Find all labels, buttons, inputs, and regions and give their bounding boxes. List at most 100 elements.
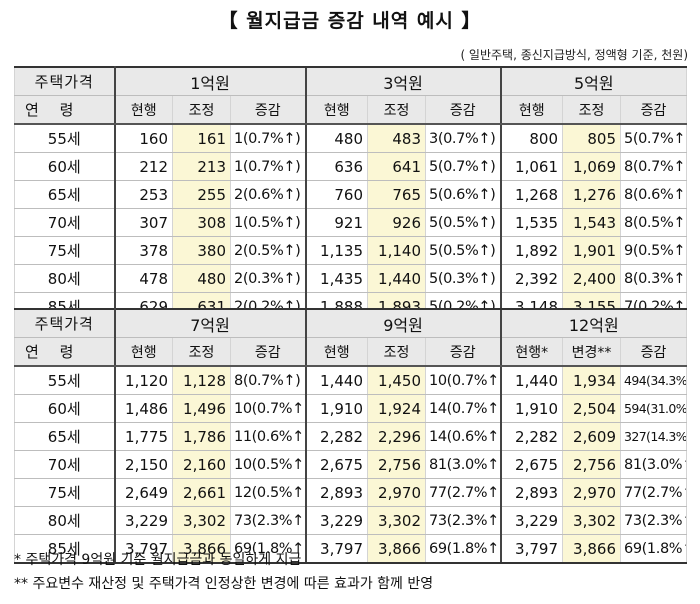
table-row: 70세 2,150 2,160 10(0.5%↑) 2,675 2,756 81(3.0%↑… <box>14 450 688 479</box>
current-value-cell: 2,675 <box>499 450 563 479</box>
current-value-cell: 921 <box>304 208 368 237</box>
current-value-cell: 636 <box>304 152 368 181</box>
change-cell: 10(0.7%↑) <box>230 394 306 423</box>
current-value-cell: 3,229 <box>114 506 173 535</box>
adjusted-value-cell: 3,302 <box>562 506 621 535</box>
change-cell: 81(3.0%↑) <box>619 450 688 479</box>
price-group-header: 3억원 <box>304 66 501 96</box>
current-value-cell: 160 <box>114 123 173 153</box>
age-cell: 75세 <box>14 236 116 265</box>
current-value-cell: 3,229 <box>499 506 563 535</box>
adjusted-value-cell: 1,276 <box>562 180 621 209</box>
current-value-cell: 2,392 <box>499 264 563 293</box>
header-age-label: 연 령 <box>14 95 116 125</box>
adjusted-value-cell: 2,504 <box>562 394 621 423</box>
age-cell: 60세 <box>14 394 116 423</box>
column-header: 조정 <box>367 337 426 367</box>
table-row: 80세 478 480 2(0.3%↑) 1,435 1,440 5(0.3%↑) 2,392… <box>14 264 688 293</box>
table-row: 55세 1,120 1,128 8(0.7%↑) 1,440 1,450 10(0.7%↑)… <box>14 365 688 395</box>
age-cell: 75세 <box>14 478 116 507</box>
column-header: 증감 <box>230 95 306 125</box>
change-cell: 494(34.3%↑) <box>619 365 688 395</box>
header-price-label: 주택가격 <box>14 66 116 96</box>
monthly-payment-table-2: 주택가격 7억원 9억원 12억원 연 령 현행 조정 증감 현행 조정 증감 현행* 변경** 증감 55… <box>14 308 688 564</box>
age-cell: 55세 <box>14 365 116 395</box>
column-header: 조정 <box>367 95 426 125</box>
current-value-cell: 1,775 <box>114 422 173 451</box>
adjusted-value-cell: 2,756 <box>562 450 621 479</box>
change-cell: 1(0.7%↑) <box>230 152 306 181</box>
adjusted-value-cell: 2,400 <box>562 264 621 293</box>
adjusted-value-cell: 3,866 <box>172 534 231 564</box>
current-value-cell: 1,135 <box>304 236 368 265</box>
current-value-cell: 3,797 <box>499 534 563 564</box>
current-value-cell: 760 <box>304 180 368 209</box>
change-cell: 8(0.7%↑) <box>619 152 688 181</box>
change-cell: 14(0.7%↑) <box>425 394 501 423</box>
change-cell: 5(0.7%↑) <box>425 152 501 181</box>
adjusted-value-cell: 1,924 <box>367 394 426 423</box>
current-value-cell: 2,150 <box>114 450 173 479</box>
change-cell: 2(0.5%↑) <box>230 236 306 265</box>
current-value-cell: 2,893 <box>304 478 368 507</box>
current-value-cell: 307 <box>114 208 173 237</box>
change-cell: 69(1.8%↑) <box>230 534 306 564</box>
adjusted-value-cell: 2,970 <box>367 478 426 507</box>
adjusted-value-cell: 2,756 <box>367 450 426 479</box>
change-cell: 77(2.7%↑) <box>425 478 501 507</box>
adjusted-value-cell: 480 <box>172 264 231 293</box>
adjusted-value-cell: 1,440 <box>367 264 426 293</box>
change-cell: 8(0.5%↑) <box>619 208 688 237</box>
table-row: 70세 307 308 1(0.5%↑) 921 926 5(0.5%↑) 1,535 1,54… <box>14 208 688 237</box>
change-cell: 69(1.8%↑) <box>425 534 501 564</box>
change-cell: 5(0.5%↑) <box>425 236 501 265</box>
adjusted-value-cell: 1,450 <box>367 365 426 395</box>
change-cell: 9(0.5%↑) <box>619 236 688 265</box>
table-row: 75세 378 380 2(0.5%↑) 1,135 1,140 5(0.5%↑) 1,892… <box>14 236 688 265</box>
table-row: 65세 1,775 1,786 11(0.6%↑) 2,282 2,296 14(0.6%↑… <box>14 422 688 451</box>
age-cell: 65세 <box>14 422 116 451</box>
column-header: 조정 <box>562 95 621 125</box>
adjusted-value-cell: 805 <box>562 123 621 153</box>
change-cell: 5(0.6%↑) <box>425 180 501 209</box>
current-value-cell: 1,440 <box>304 365 368 395</box>
change-cell: 12(0.5%↑) <box>230 478 306 507</box>
header-age-label: 연 령 <box>14 337 116 367</box>
change-cell: 5(0.7%↑) <box>619 123 688 153</box>
price-group-header: 9억원 <box>304 308 501 338</box>
current-value-cell: 2,282 <box>304 422 368 451</box>
adjusted-value-cell: 161 <box>172 123 231 153</box>
column-header: 증감 <box>230 337 306 367</box>
adjusted-value-cell: 2,609 <box>562 422 621 451</box>
change-cell: 81(3.0%↑) <box>425 450 501 479</box>
header-price-label: 주택가격 <box>14 308 116 338</box>
adjusted-value-cell: 1,901 <box>562 236 621 265</box>
current-value-cell: 1,435 <box>304 264 368 293</box>
price-group-header: 7억원 <box>114 308 306 338</box>
current-value-cell: 212 <box>114 152 173 181</box>
current-value-cell: 3,797 <box>114 534 173 564</box>
change-cell: 2(0.3%↑) <box>230 264 306 293</box>
current-value-cell: 2,649 <box>114 478 173 507</box>
current-value-cell: 378 <box>114 236 173 265</box>
footnote-1: * 주택가격 9억원 기준 월지급금과 동일하게 지급 <box>14 552 302 568</box>
current-value-cell: 1,061 <box>499 152 563 181</box>
current-value-cell: 1,910 <box>304 394 368 423</box>
change-cell: 69(1.8%↑) <box>619 534 688 564</box>
change-cell: 10(0.7%↑) <box>425 365 501 395</box>
current-value-cell: 1,268 <box>499 180 563 209</box>
current-value-cell: 2,282 <box>499 422 563 451</box>
page-title: 【 월지급금 증감 내역 예시 】 <box>218 10 482 32</box>
price-group-header: 12억원 <box>499 308 688 338</box>
current-value-cell: 3,229 <box>304 506 368 535</box>
adjusted-value-cell: 3,866 <box>367 534 426 564</box>
change-cell: 73(2.3%↑) <box>425 506 501 535</box>
column-header: 증감 <box>619 337 688 367</box>
table-row: 55세 160 161 1(0.7%↑) 480 483 3(0.7%↑) 800 805 5(0… <box>14 123 688 153</box>
current-value-cell: 1,440 <box>499 365 563 395</box>
change-cell: 5(0.5%↑) <box>425 208 501 237</box>
adjusted-value-cell: 3,302 <box>172 506 231 535</box>
adjusted-value-cell: 308 <box>172 208 231 237</box>
adjusted-value-cell: 1,786 <box>172 422 231 451</box>
monthly-payment-table-1: 주택가격 1억원 3억원 5억원 연 령 현행 조정 증감 현행 조정 증감 현행 조정 증감 55세 160… <box>14 66 688 322</box>
